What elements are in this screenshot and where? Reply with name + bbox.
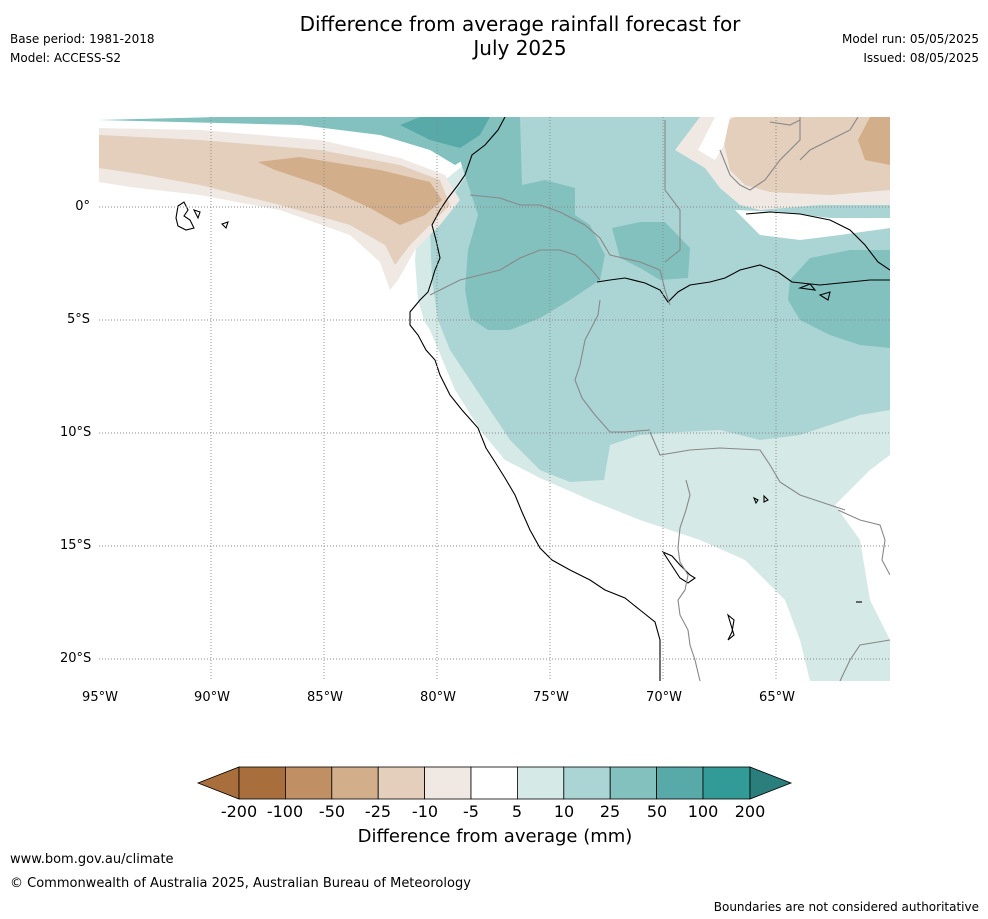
map-plot-area [99, 117, 890, 681]
colorbar-tick-label: -200 [220, 802, 258, 821]
colorbar-swatch [284, 766, 333, 800]
lat-label-20s: 20°S [60, 651, 92, 666]
lat-label-0: 0° [75, 199, 90, 214]
colorbar-swatch [470, 766, 518, 800]
colorbar-swatch [656, 766, 704, 800]
colorbar-extend-high [749, 766, 793, 800]
anomaly-neutral-southeast [838, 475, 890, 520]
coastline [175, 117, 890, 681]
footer-disclaimer: Boundaries are not considered authoritat… [713, 900, 979, 914]
colorbar-tick-label: 100 [687, 802, 719, 821]
lon-label-90w: 90°W [194, 690, 230, 705]
colorbar-swatch [517, 766, 565, 800]
lon-label-75w: 75°W [533, 690, 569, 705]
colorbar-swatch [609, 766, 658, 800]
lat-label-5s: 5°S [66, 312, 90, 327]
colorbar [196, 766, 793, 800]
title-line-2: July 2025 [473, 36, 567, 60]
colorbar-swatch [563, 766, 611, 800]
lat-label-15s: 15°S [60, 538, 92, 553]
footer-url[interactable]: www.bom.gov.au/climate [10, 852, 174, 867]
lon-label-80w: 80°W [420, 690, 456, 705]
colorbar-tick-label: -25 [364, 802, 392, 821]
map-title: Difference from average rainfall forecas… [240, 12, 800, 60]
colorbar-tick-label: 25 [599, 802, 621, 821]
colorbar-extend-low [196, 766, 240, 800]
base-period-text: Base period: 1981-2018 [10, 32, 155, 46]
colorbar-tick-label: 5 [511, 802, 523, 821]
lon-label-95w: 95°W [82, 690, 118, 705]
colorbar-swatch [424, 766, 472, 800]
colorbar-tick-label: -10 [411, 802, 439, 821]
anomaly-neutral-amazon-mouth [735, 210, 890, 240]
colorbar-tick-label: 200 [734, 802, 766, 821]
anomaly-25-50-region-andes [460, 117, 605, 330]
anomaly-25-50-region-cap [99, 117, 505, 165]
colorbar-tick-label: -5 [463, 802, 479, 821]
colorbar-title: Difference from average (mm) [357, 826, 633, 847]
anomaly-neg25-50-band [258, 157, 442, 225]
issued-text: Issued: 08/05/2025 [863, 51, 979, 65]
anomaly-neutral-south [520, 505, 805, 681]
colorbar-tick-label: -50 [318, 802, 346, 821]
anomaly-neg25-50-north [858, 117, 890, 165]
country-borders [429, 117, 890, 681]
anomaly-neg10-25-north [720, 117, 890, 195]
lon-label-85w: 85°W [307, 690, 343, 705]
anomaly-25-50-region-east [788, 250, 890, 348]
anomaly-neutral-north [698, 117, 730, 160]
title-line-1: Difference from average rainfall forecas… [299, 12, 741, 36]
anomaly-25-50-region-north [612, 222, 690, 280]
lat-label-10s: 10°S [60, 425, 92, 440]
colorbar-swatch [702, 766, 751, 800]
colorbar-swatch [377, 766, 426, 800]
graticule [99, 117, 890, 681]
anomaly-50-100-region [400, 117, 490, 148]
model-run-text: Model run: 05/05/2025 [841, 32, 979, 46]
model-text: Model: ACCESS-S2 [10, 51, 122, 65]
footer-copyright: © Commonwealth of Australia 2025, Austra… [10, 876, 471, 891]
colorbar-swatch [331, 766, 379, 800]
lon-label-70w: 70°W [646, 690, 682, 705]
colorbar-tick-label: 50 [646, 802, 668, 821]
lon-label-65w: 65°W [759, 690, 795, 705]
colorbar-tick-label: 10 [553, 802, 575, 821]
colorbar-tick-label: -100 [266, 802, 304, 821]
colorbar-swatch [238, 766, 286, 800]
